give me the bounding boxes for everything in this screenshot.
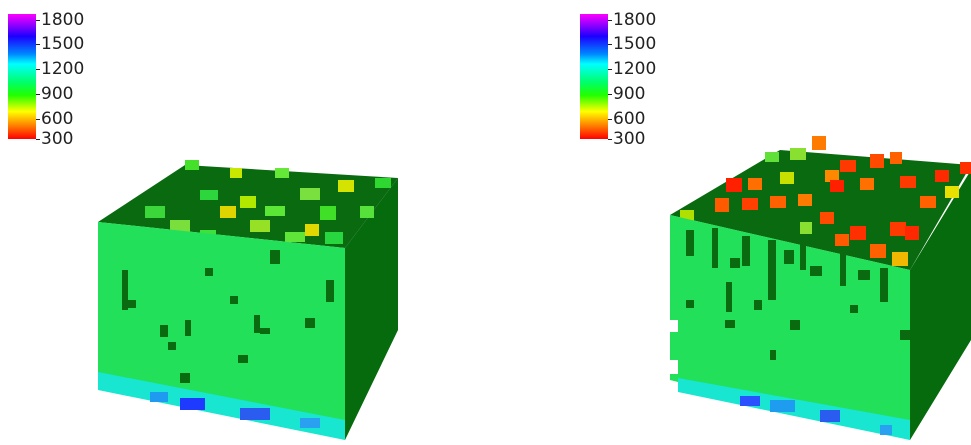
right-voxel-cube xyxy=(670,136,971,440)
right-colorbar: 1800 1500 1200 900 600 300 xyxy=(580,12,680,148)
right-colorbar-tick-1800: 1800 xyxy=(608,12,656,29)
left-colorbar-tick-900: 900 xyxy=(36,86,73,103)
left-colorbar-tick-1800: 1800 xyxy=(36,12,84,29)
right-colorbar-tick-1500: 1500 xyxy=(608,36,656,53)
left-cube-front-dark-patches xyxy=(122,250,334,383)
left-colorbar-gradient xyxy=(8,14,36,139)
left-cube-base-strip xyxy=(98,372,345,440)
right-colorbar-gradient xyxy=(580,14,608,139)
left-cube-side-face xyxy=(345,178,398,440)
left-colorbar-tick-600: 600 xyxy=(36,111,73,128)
left-colorbar-tick-1500: 1500 xyxy=(36,36,84,53)
left-voxel-cube xyxy=(98,160,398,440)
right-colorbar-tick-600: 600 xyxy=(608,111,645,128)
left-cube-base-blues xyxy=(150,392,320,428)
left-colorbar: 1800 1500 1200 900 600 300 xyxy=(8,12,108,148)
right-colorbar-tick-300: 300 xyxy=(608,131,645,148)
left-colorbar-tick-1200: 1200 xyxy=(36,61,84,78)
right-cube-left-notches xyxy=(670,320,678,374)
right-cube-top-face xyxy=(670,150,971,270)
right-visualization-panel: 1800 1500 1200 900 600 300 xyxy=(480,0,971,445)
left-colorbar-tick-300: 300 xyxy=(36,131,73,148)
right-colorbar-tick-1200: 1200 xyxy=(608,61,656,78)
right-cube-top-highlights xyxy=(680,136,971,266)
right-colorbar-tick-900: 900 xyxy=(608,86,645,103)
right-cube-front-dark-patches xyxy=(686,228,910,360)
right-cube-base-blues xyxy=(740,396,892,435)
left-visualization-panel: 1800 1500 1200 900 600 300 xyxy=(0,0,480,445)
right-cube-side-face xyxy=(910,170,971,440)
